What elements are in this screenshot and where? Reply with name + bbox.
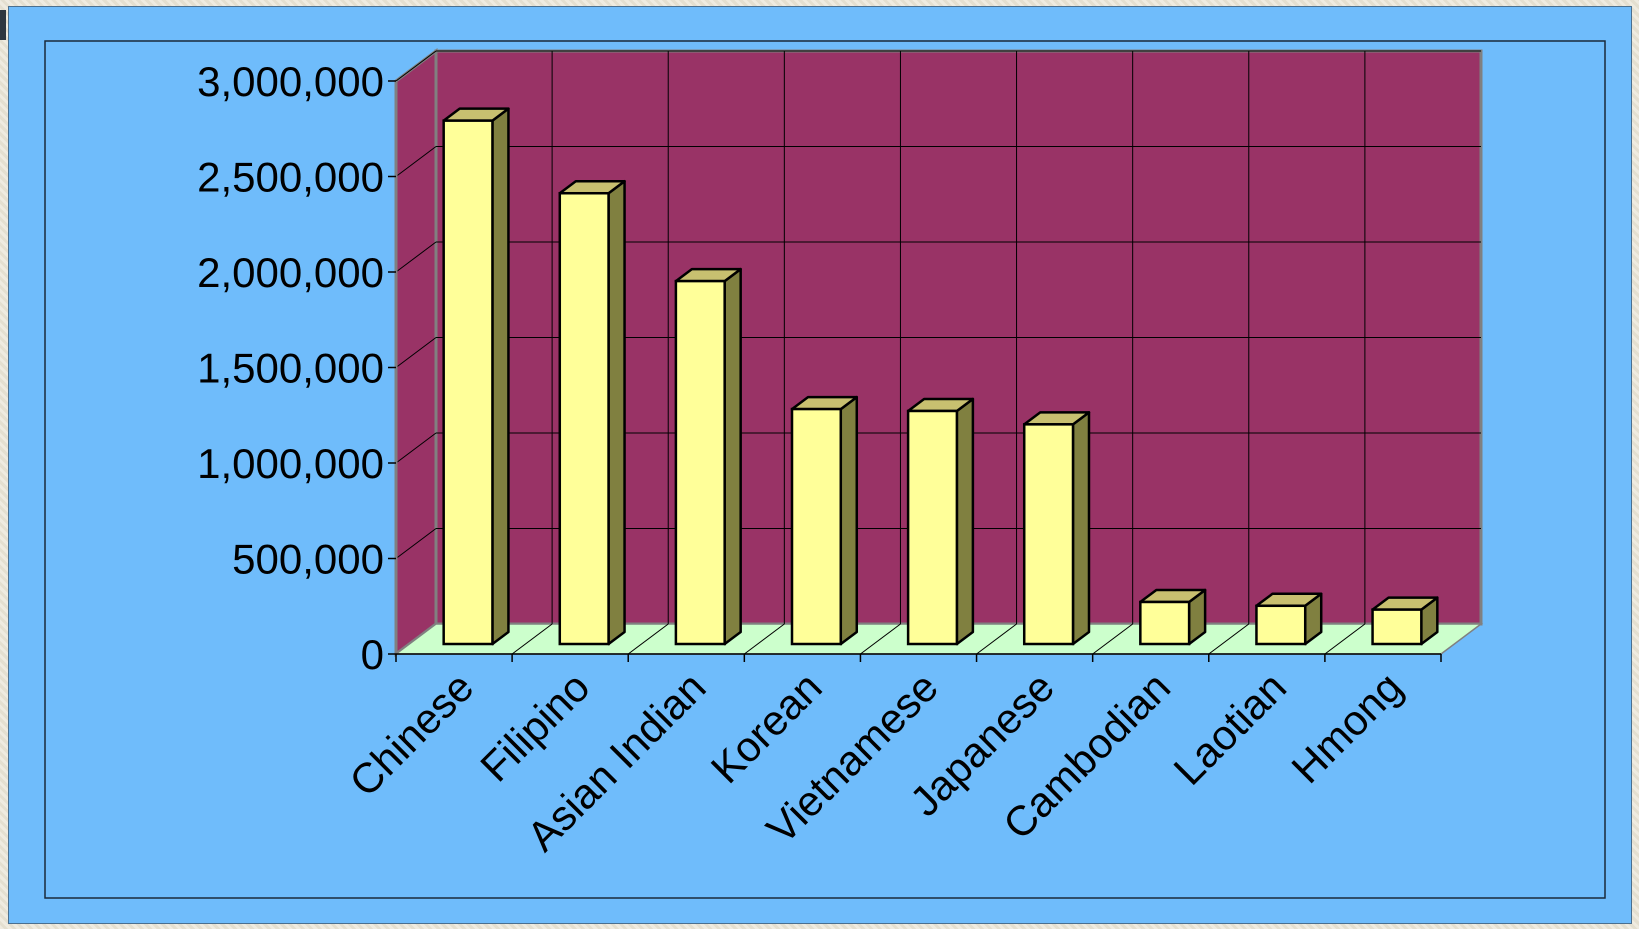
floor-divider	[511, 623, 553, 655]
y-tick-label: 1,000,000	[197, 440, 384, 487]
bar-side	[955, 397, 975, 646]
bar	[1022, 411, 1091, 646]
bar	[906, 397, 975, 646]
floor-divider	[1324, 623, 1366, 655]
gridline-side	[395, 241, 437, 273]
floor-divider	[1208, 623, 1250, 655]
bar-front	[790, 407, 843, 646]
x-category-label: Chinese	[340, 663, 482, 805]
bar	[790, 395, 859, 646]
y-tick-label: 500,000	[232, 536, 384, 583]
bar-front	[1371, 608, 1423, 646]
floor-divider	[976, 623, 1017, 655]
gridline-side	[395, 337, 437, 368]
y-tick-label: 3,000,000	[197, 58, 384, 105]
gridline-side	[395, 432, 437, 464]
floor-divider	[627, 623, 669, 655]
bar-front	[1139, 600, 1191, 646]
gridline-side	[395, 50, 437, 82]
bar-front	[1022, 423, 1075, 646]
bar	[674, 267, 742, 646]
y-tick-label: 0	[361, 631, 384, 678]
chart-area-border	[44, 40, 1606, 899]
bar-side	[723, 267, 742, 646]
floor-divider	[744, 623, 785, 655]
bar	[1139, 588, 1207, 646]
gridline-side	[395, 146, 437, 177]
y-tick-label: 2,000,000	[197, 249, 384, 296]
bar-front	[558, 191, 610, 646]
bar	[442, 107, 510, 646]
bar	[1371, 596, 1439, 646]
gridline-side	[395, 528, 437, 559]
bar-side	[1071, 411, 1091, 646]
x-category-label: Hmong	[1282, 663, 1411, 792]
y-tick-label: 2,500,000	[197, 154, 384, 201]
x-category-label: Laotian	[1165, 663, 1296, 794]
bar-front	[442, 119, 494, 646]
bar-front	[906, 409, 959, 646]
bar-front	[1255, 604, 1307, 646]
bar	[1255, 592, 1323, 646]
bar-front	[674, 279, 726, 646]
y-tick-label: 1,500,000	[197, 345, 384, 392]
floor-divider	[1092, 623, 1133, 655]
bar-side	[839, 395, 859, 646]
bar-side	[607, 179, 626, 646]
bar	[558, 179, 626, 646]
floor-divider	[860, 623, 901, 655]
window-edge	[0, 10, 6, 40]
bar-side	[491, 107, 510, 646]
